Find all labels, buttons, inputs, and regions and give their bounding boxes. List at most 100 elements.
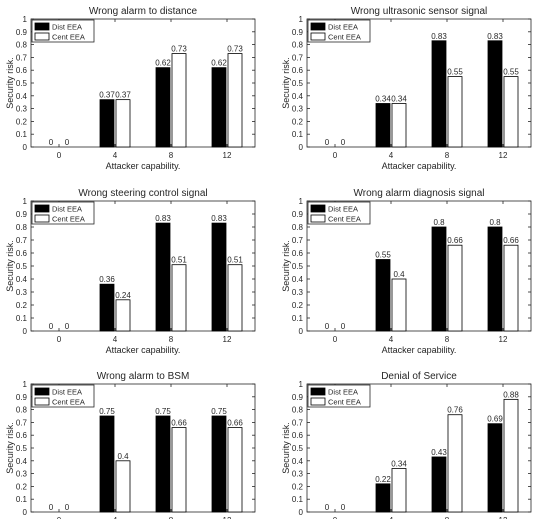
- bar-dist-eea: [99, 415, 115, 513]
- data-label: 0: [65, 138, 70, 147]
- legend-swatch-dist: [34, 22, 50, 31]
- chart-title: Wrong alarm to BSM: [97, 371, 190, 382]
- chart-panel: Wrong alarm diagnosis signal 0 0.1 0.2 0.3 0.…: [281, 188, 532, 355]
- legend-swatch-dist: [310, 22, 326, 31]
- data-label: 0.8: [489, 218, 501, 227]
- data-label: 0.83: [487, 32, 503, 41]
- data-label: 0: [65, 322, 70, 331]
- y-tick-label: 0.6: [16, 249, 28, 258]
- y-tick-label: 0.7: [292, 53, 304, 62]
- data-label: 0: [49, 503, 54, 512]
- y-axis-label: Security risk.: [281, 57, 291, 109]
- x-tick-label: 8: [445, 151, 450, 160]
- y-tick-label: 0.5: [16, 79, 28, 88]
- y-tick-label: 0.1: [292, 314, 304, 323]
- x-tick-label: 0: [333, 151, 338, 160]
- x-tick-label: 4: [113, 335, 118, 344]
- x-tick-label: 0: [57, 151, 62, 160]
- data-label: 0.51: [227, 256, 243, 265]
- bar-dist-eea: [155, 67, 171, 148]
- legend-label: Dist EEA: [328, 23, 358, 32]
- bar-dist-eea: [431, 226, 447, 332]
- y-tick-label: 0.9: [292, 28, 304, 37]
- y-tick-label: 0.6: [292, 431, 304, 440]
- x-tick-label: 4: [389, 335, 394, 344]
- x-tick-label: 12: [223, 151, 232, 160]
- legend-swatch-cent: [310, 214, 326, 223]
- y-tick-label: 0.3: [16, 470, 28, 479]
- x-tick-label: 12: [499, 335, 508, 344]
- chart-panel: Wrong alarm to distance 0 0.1 0.2 0.3 0.4 0.5 0…: [5, 6, 256, 171]
- data-label: 0: [341, 138, 346, 147]
- y-tick-label: 0.8: [16, 223, 28, 232]
- y-tick-label: 0.1: [292, 495, 304, 504]
- y-tick-label: 0.8: [16, 406, 28, 415]
- data-label: 0.36: [99, 275, 115, 284]
- legend-label: Cent EEA: [328, 33, 361, 42]
- data-label: 0.75: [99, 407, 115, 416]
- data-label: 0.24: [115, 291, 131, 300]
- x-axis-label: Attacker capability.: [382, 161, 457, 171]
- data-label: 0.88: [503, 390, 519, 399]
- chart-title: Wrong ultrasonic sensor signal: [351, 6, 488, 17]
- y-tick-label: 0.7: [16, 418, 28, 427]
- y-tick-label: 0.5: [292, 262, 304, 271]
- chart-title: Wrong alarm diagnosis signal: [354, 188, 485, 199]
- data-label: 0.55: [375, 251, 391, 260]
- y-tick-label: 0: [23, 508, 28, 517]
- legend-swatch-dist: [34, 387, 50, 396]
- data-label: 0.34: [391, 94, 407, 103]
- y-tick-label: 0.4: [292, 275, 304, 284]
- bar-cent-eea: [447, 414, 463, 513]
- y-tick-label: 0.9: [16, 393, 28, 402]
- chart-panel: Denial of Service 0 0.1 0.2 0.3 0.4 0.5 0.6 0.7 0…: [281, 371, 532, 524]
- data-label: 0.69: [487, 415, 503, 424]
- data-label: 0: [49, 322, 54, 331]
- y-tick-label: 0.7: [16, 53, 28, 62]
- y-tick-label: 0.5: [16, 444, 28, 453]
- y-tick-label: 0.9: [292, 210, 304, 219]
- data-label: 0.73: [171, 45, 187, 54]
- y-tick-label: 0.1: [292, 130, 304, 139]
- y-axis-label: Security risk.: [5, 240, 15, 292]
- legend-swatch-cent: [34, 214, 50, 223]
- bar-dist-eea: [155, 415, 171, 513]
- y-tick-label: 0: [23, 143, 28, 152]
- bar-dist-eea: [99, 99, 115, 148]
- y-tick-label: 1: [299, 197, 304, 206]
- data-label: 0: [325, 138, 330, 147]
- bar-dist-eea: [155, 222, 171, 332]
- data-label: 0: [49, 138, 54, 147]
- data-label: 0.37: [115, 91, 131, 100]
- legend-label: Dist EEA: [328, 205, 358, 214]
- data-label: 0.51: [171, 256, 187, 265]
- y-tick-label: 0.3: [292, 105, 304, 114]
- y-tick-label: 0.1: [16, 130, 28, 139]
- bar-dist-eea: [211, 415, 227, 513]
- data-label: 0.66: [503, 236, 519, 245]
- y-tick-label: 0.6: [292, 66, 304, 75]
- y-tick-label: 0.6: [16, 431, 28, 440]
- data-label: 0.8: [433, 218, 445, 227]
- y-tick-label: 0.9: [16, 28, 28, 37]
- data-label: 0.62: [155, 59, 171, 68]
- bar-dist-eea: [211, 67, 227, 148]
- y-tick-label: 0.3: [16, 288, 28, 297]
- bar-cent-eea: [391, 468, 407, 513]
- x-tick-label: 8: [169, 151, 174, 160]
- bar-cent-eea: [447, 244, 463, 332]
- y-tick-label: 0.3: [16, 105, 28, 114]
- bar-cent-eea: [227, 53, 243, 148]
- bar-cent-eea: [391, 103, 407, 148]
- bar-cent-eea: [227, 427, 243, 513]
- y-tick-label: 0: [23, 327, 28, 336]
- data-label: 0: [325, 503, 330, 512]
- legend-swatch-dist: [34, 204, 50, 213]
- y-tick-label: 0.7: [292, 236, 304, 245]
- y-tick-label: 0.2: [292, 301, 304, 310]
- y-tick-label: 0.5: [292, 79, 304, 88]
- y-tick-label: 0.2: [16, 482, 28, 491]
- data-label: 0.66: [171, 419, 187, 428]
